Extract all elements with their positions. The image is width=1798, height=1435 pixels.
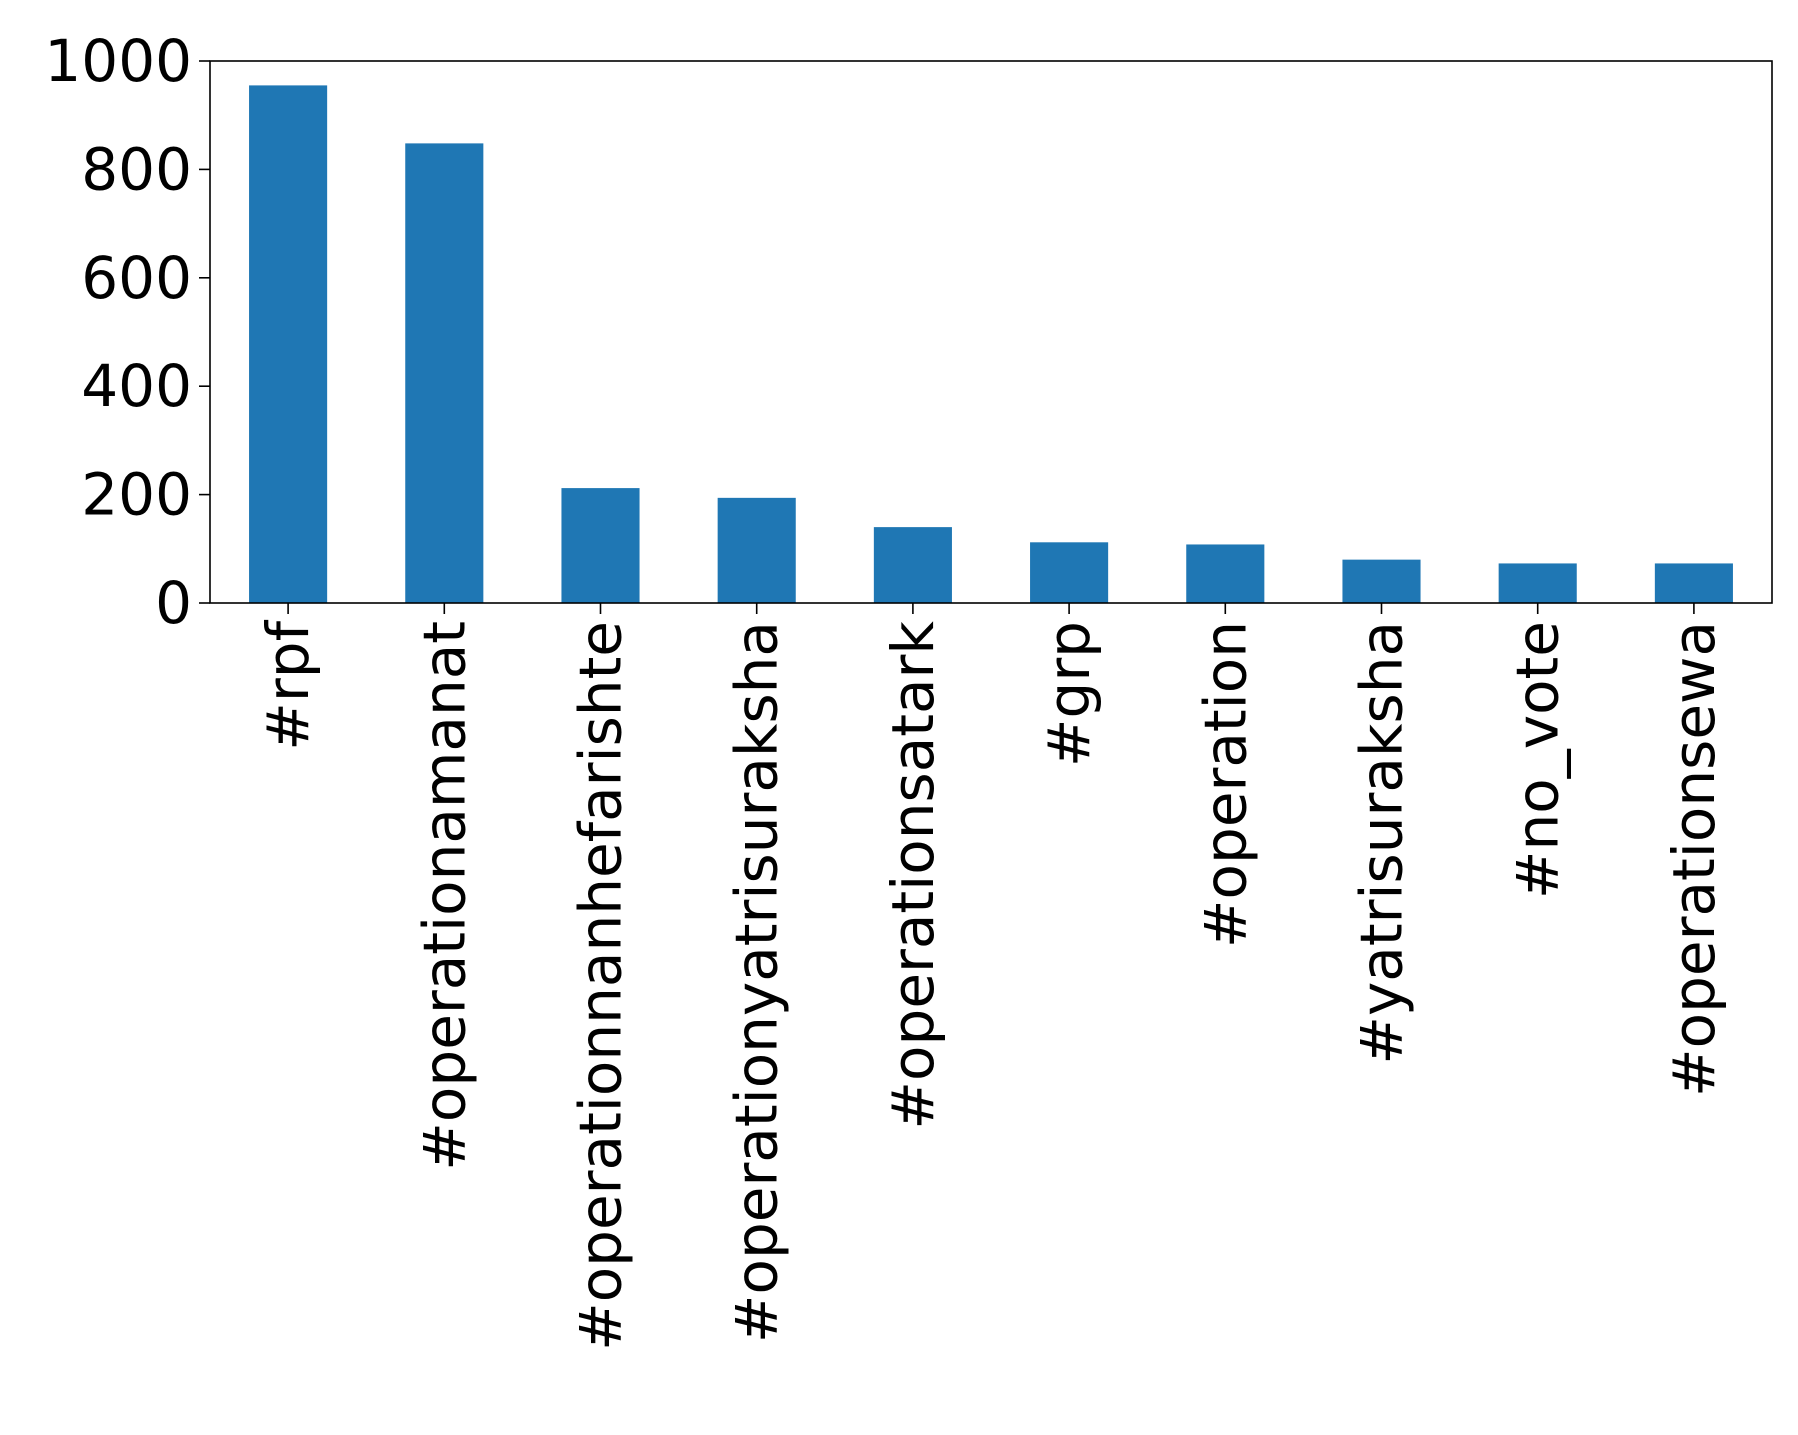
x-tick-label: #yatrisuraksha <box>1348 621 1416 1065</box>
x-axis-ticks: #rpf #operationamanat #operationnanhefaris… <box>254 603 1728 1351</box>
y-tick-label: 200 <box>81 461 192 529</box>
bars-layer <box>249 85 1733 603</box>
y-tick-label: 1000 <box>44 27 192 95</box>
x-tick-label: #operationsatark <box>879 621 947 1130</box>
bar-grp <box>1030 542 1109 603</box>
x-tick-label: #operation <box>1191 621 1259 948</box>
y-tick-label: 0 <box>155 569 192 637</box>
x-tick-label: #operationsewa <box>1660 621 1728 1097</box>
bar-operationsatark <box>873 527 952 603</box>
y-tick-label: 800 <box>81 135 192 203</box>
bar-operation <box>1186 544 1265 603</box>
x-tick-label: #operationnanhefarishte <box>567 621 635 1351</box>
bar-operationsewa <box>1654 563 1733 603</box>
x-tick-label: #no_vote <box>1504 621 1572 899</box>
x-tick-label: #rpf <box>254 619 322 750</box>
x-tick-label: #operationyatrisuraksha <box>723 621 791 1343</box>
y-tick-label: 400 <box>81 352 192 420</box>
bar-rpf <box>249 85 328 603</box>
bar-operationamanat <box>405 143 484 603</box>
bar-operationyatrisuraksha <box>717 497 796 603</box>
bar-no-vote <box>1498 563 1577 603</box>
x-tick-label: #grp <box>1035 621 1103 767</box>
plot-area-frame <box>209 60 1773 604</box>
y-axis-ticks: 0 200 400 600 800 1000 <box>44 27 210 637</box>
bar-operationnanhefarishte <box>561 488 640 603</box>
x-tick-label: #operationamanat <box>410 621 478 1171</box>
y-tick-label: 600 <box>81 244 192 312</box>
bar-yatrisuraksha <box>1342 559 1421 603</box>
